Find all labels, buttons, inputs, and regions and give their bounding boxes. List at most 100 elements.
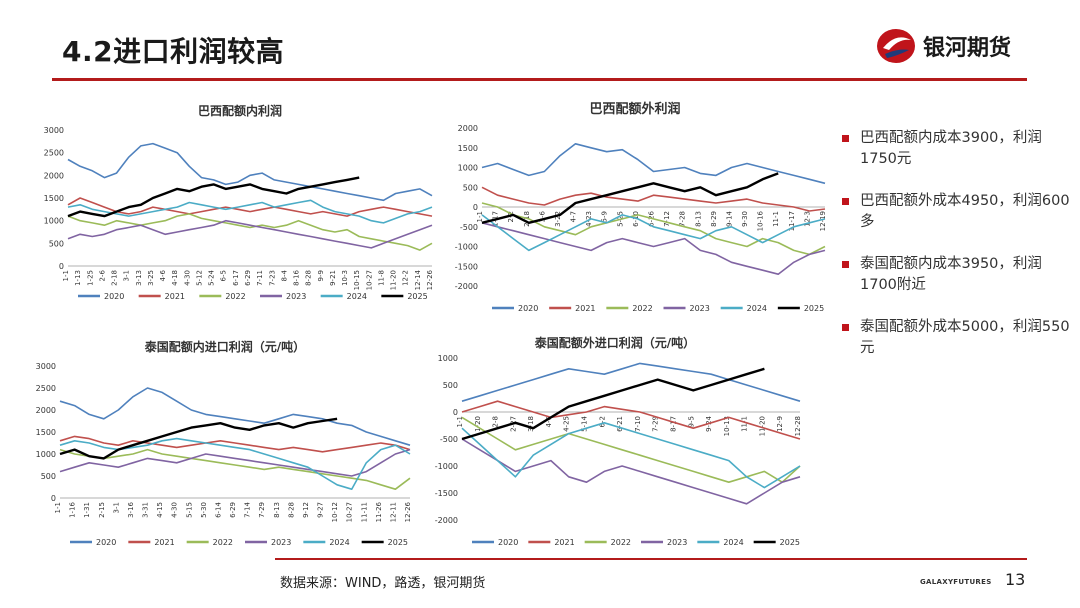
x-tick-label: 9-12 xyxy=(302,502,310,518)
y-tick-label: -2000 xyxy=(455,282,478,291)
legend-label-2024: 2024 xyxy=(347,292,367,301)
x-tick-label: 8-29 xyxy=(710,211,718,227)
series-line-2022 xyxy=(461,416,801,483)
y-tick-label: 1500 xyxy=(36,428,56,437)
series-line-2020 xyxy=(67,142,433,202)
y-tick-label: 3000 xyxy=(44,126,64,135)
bullet-item: 泰国配额外成本5000，利润550元 xyxy=(840,317,1078,359)
summary-bullets: 巴西配额内成本3900，利润1750元 巴西配额外成本4950，利润600多 泰… xyxy=(840,128,1078,380)
x-tick-label: 4-7 xyxy=(570,211,578,222)
legend-label-2023: 2023 xyxy=(667,538,687,547)
y-tick-label: 2500 xyxy=(44,149,64,158)
series-line-2023 xyxy=(461,438,801,505)
x-tick-label: 3-1 xyxy=(123,270,131,281)
x-tick-label: 7-10 xyxy=(634,416,642,432)
x-tick-label: 1-1 xyxy=(54,502,62,513)
x-tick-label: 10-12 xyxy=(331,502,339,522)
x-tick-label: 8-4 xyxy=(280,269,288,281)
legend-label-2025: 2025 xyxy=(804,304,824,313)
chart-title: 巴西配额外利润 xyxy=(589,102,681,117)
x-tick-label: 12-11 xyxy=(389,502,397,522)
x-tick-label: 4-6 xyxy=(159,269,167,281)
x-tick-label: 4-30 xyxy=(171,502,179,518)
y-tick-label: 1000 xyxy=(44,217,64,226)
bullet-item: 巴西配额外成本4950，利润600多 xyxy=(840,191,1078,233)
bullet-square-icon xyxy=(842,135,849,142)
series-line-2023 xyxy=(481,222,826,275)
header-divider xyxy=(52,78,1027,81)
bullet-square-icon xyxy=(842,324,849,331)
x-tick-label: 4-25 xyxy=(563,416,571,432)
x-tick-label: 1-1 xyxy=(476,211,484,222)
x-tick-label: 12-3 xyxy=(803,211,811,227)
x-tick-label: 6-14 xyxy=(214,501,222,517)
legend-label-2022: 2022 xyxy=(611,538,631,547)
y-tick-label: -1000 xyxy=(455,243,478,252)
x-tick-label: 2-18 xyxy=(111,270,119,286)
logo-text: 银河期货 xyxy=(923,36,1012,61)
legend-label-2021: 2021 xyxy=(554,538,574,547)
x-tick-label: 3-22 xyxy=(554,211,562,227)
x-tick-label: 2-2 xyxy=(507,211,515,222)
x-tick-label: 3-1 xyxy=(112,502,120,513)
x-tick-label: 1-31 xyxy=(83,502,91,518)
x-tick-label: 5-24 xyxy=(208,269,216,285)
x-tick-label: 7-11 xyxy=(256,270,264,286)
series-line-2024 xyxy=(461,422,801,489)
x-tick-label: 8-28 xyxy=(305,270,313,286)
x-tick-label: 1-16 xyxy=(69,501,77,517)
x-tick-label: 6-29 xyxy=(244,270,252,286)
bullet-text: 泰国配额内成本3950，利润1700附近 xyxy=(860,256,1042,293)
y-tick-label: 2000 xyxy=(36,406,56,415)
y-tick-label: -500 xyxy=(460,223,478,232)
chart-title: 泰国配额内进口利润（元/吨） xyxy=(144,340,306,354)
x-tick-label: 5-30 xyxy=(200,502,208,518)
legend-label-2021: 2021 xyxy=(575,304,595,313)
x-tick-label: 5-9 xyxy=(601,211,609,222)
x-tick-label: 10-27 xyxy=(346,502,354,522)
x-tick-label: 11-1 xyxy=(772,211,780,227)
y-tick-label: 2000 xyxy=(458,124,478,133)
x-tick-label: 12-14 xyxy=(414,269,422,290)
series-line-2020 xyxy=(461,362,801,402)
x-tick-label: 10-27 xyxy=(365,270,373,290)
y-tick-label: 500 xyxy=(41,472,56,481)
footer-divider xyxy=(275,558,1027,560)
y-tick-label: -500 xyxy=(440,435,458,444)
legend-label-2020: 2020 xyxy=(518,304,538,313)
x-tick-label: 7-28 xyxy=(679,211,687,227)
x-tick-label: 7-12 xyxy=(663,211,671,227)
x-tick-label: 4-30 xyxy=(183,270,191,286)
x-tick-label: 3-18 xyxy=(527,416,535,432)
x-tick-label: 11-17 xyxy=(788,211,796,231)
x-tick-label: 8-13 xyxy=(273,502,281,518)
y-tick-label: 2500 xyxy=(36,384,56,393)
chart-brazil-out-quota: 巴西配额外利润 -2000 -1500 -1000 -500 0 500 1000 1500 2… xyxy=(440,92,830,322)
series-line-2025 xyxy=(481,172,779,224)
x-tick-label: 12-2 xyxy=(402,270,410,286)
legend-label-2025: 2025 xyxy=(388,538,408,547)
legend-label-2020: 2020 xyxy=(96,538,116,547)
x-tick-label: 7-29 xyxy=(258,502,266,518)
x-tick-label: 11-26 xyxy=(375,501,383,522)
x-tick-label: 9-9 xyxy=(317,270,325,281)
x-tick-label: 2-8 xyxy=(492,416,500,427)
x-tick-label: 1-20 xyxy=(474,416,482,432)
x-tick-label: 12-9 xyxy=(776,416,784,432)
x-tick-label: 6-29 xyxy=(229,502,237,518)
series-line-2020 xyxy=(481,143,826,185)
legend-label-2022: 2022 xyxy=(632,304,652,313)
x-tick-label: 12-19 xyxy=(819,211,827,231)
x-tick-label: 4-6 xyxy=(545,415,553,427)
series-line-2021 xyxy=(461,400,801,440)
y-tick-label: -1500 xyxy=(435,489,458,498)
series-line-2023 xyxy=(67,219,433,249)
x-tick-label: 4-15 xyxy=(156,502,164,518)
x-tick-label: 9-30 xyxy=(741,211,749,227)
x-tick-label: 11-8 xyxy=(377,270,385,286)
legend-label-2023: 2023 xyxy=(286,292,306,301)
y-tick-label: 0 xyxy=(453,408,458,417)
data-source: 数据来源：WIND，路透，银河期货 xyxy=(280,576,486,591)
x-tick-label: 9-21 xyxy=(329,270,337,286)
